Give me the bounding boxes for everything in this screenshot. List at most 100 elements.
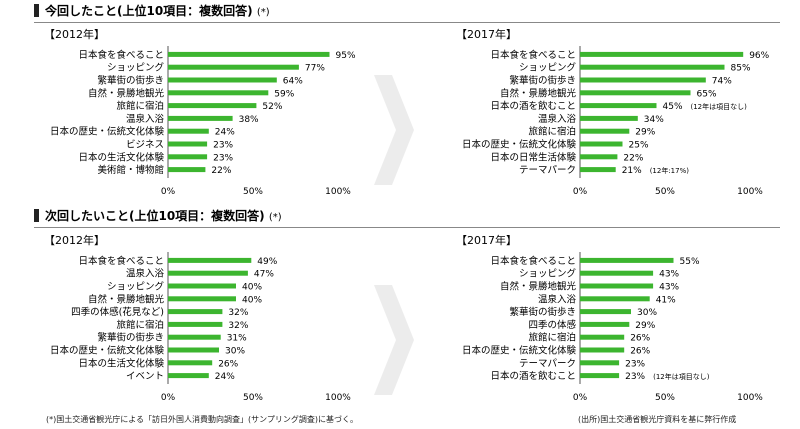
chart-year-label: 【2012年】 [44, 28, 105, 41]
x-tick-label: 100% [737, 187, 763, 197]
category-label: 日本の酒を飲むこと [490, 370, 576, 382]
category-label: ショッピング [519, 268, 577, 280]
value-label: 30% [225, 347, 245, 357]
bar [168, 77, 277, 83]
chart-panel-done-2017: 【2017年】 日本食を食べること 96% ショッピング 85% 繁華街の街歩き 74% 自… [456, 26, 792, 197]
chart-panel-next-2017: 【2017年】 日本食を食べること 55% ショッピング 43% 自然・景勝地観光 43%… [456, 232, 792, 403]
bar [168, 90, 269, 96]
value-label: 95% [336, 51, 356, 61]
chart-year-label: 【2012年】 [44, 234, 105, 247]
category-label: 日本の歴史・伝統文化体験 [50, 345, 165, 357]
bar [580, 373, 620, 379]
bar-chart: 日本食を食べること 49% 温泉入浴 47% ショッピング 40% 自然・景勝地観光 40% 四… [50, 252, 351, 403]
value-label: 24% [215, 372, 235, 382]
category-label: 日本食を食べること [490, 255, 576, 267]
bar [580, 51, 744, 57]
x-tick-label: 100% [325, 393, 351, 403]
bar-chart: 日本食を食べること 96% ショッピング 85% 繁華街の街歩き 74% 自然・景勝地観光 6… [462, 46, 770, 197]
value-label: 23% [625, 359, 645, 369]
section-marker [34, 209, 39, 222]
category-label: 日本の日常生活体験 [490, 151, 576, 163]
chart-panel-done-2012: 【2012年】 日本食を食べること 95% ショッピング 77% 繁華街の街歩き 64% 自… [44, 26, 380, 197]
value-label: 26% [630, 334, 650, 344]
bar [168, 257, 252, 263]
x-tick-label: 100% [737, 393, 763, 403]
bar [580, 257, 674, 263]
value-label: 29% [635, 321, 655, 331]
value-label: 31% [227, 334, 247, 344]
x-tick-label: 50% [243, 393, 263, 403]
chart-year-label: 【2017年】 [456, 234, 517, 247]
bar [168, 321, 223, 327]
bar [580, 270, 654, 276]
value-label: 65% [697, 89, 717, 99]
value-label: 34% [644, 115, 664, 125]
value-label: 55% [680, 257, 700, 267]
value-label: 26% [630, 347, 650, 357]
category-label: 日本食を食べること [490, 49, 576, 61]
value-label: 74% [712, 77, 732, 87]
value-label: 59% [274, 89, 294, 99]
value-label: 23% [625, 372, 645, 382]
value-label: 29% [635, 128, 655, 138]
bar [168, 360, 213, 366]
bar [168, 347, 219, 353]
value-label: 21% [622, 166, 642, 176]
bar [580, 64, 725, 70]
category-label: 繁華街の街歩き [509, 75, 576, 87]
section-marker [34, 4, 39, 17]
category-label: 日本の歴史・伝統文化体験 [462, 139, 577, 151]
bar [580, 141, 623, 147]
bar [168, 296, 236, 302]
bar [580, 90, 691, 96]
x-tick-label: 50% [655, 187, 675, 197]
category-label: 日本の歴史・伝統文化体験 [462, 345, 577, 357]
category-label: 日本の歴史・伝統文化体験 [50, 126, 165, 138]
bar [580, 154, 618, 160]
bar [580, 77, 706, 83]
footnote-source: (出所)国土交通省観光庁資料を基に弊行作成 [578, 415, 737, 424]
category-label: 四季の体感(花見など) [71, 306, 164, 318]
chevron-right-icon [374, 285, 414, 395]
x-tick-label: 0% [573, 393, 588, 403]
category-label: 四季の体感 [528, 319, 576, 331]
category-label: 日本食を食べること [78, 49, 164, 61]
bar [580, 115, 638, 121]
bar [168, 103, 257, 109]
value-label: 43% [659, 270, 679, 280]
category-label: 自然・景勝地観光 [500, 281, 577, 293]
value-label: 23% [213, 153, 233, 163]
value-label: 22% [211, 166, 231, 176]
value-label: 40% [242, 295, 262, 305]
value-label: 49% [257, 257, 277, 267]
value-label: 47% [254, 270, 274, 280]
value-label: 26% [218, 359, 238, 369]
section-title-next: 次回したいこと(上位10項目：複数回答) (*) [34, 207, 780, 228]
bar [168, 141, 208, 147]
category-label: イベント [126, 371, 164, 382]
category-label: 温泉入浴 [126, 113, 165, 125]
value-label: 30% [637, 308, 657, 318]
bar [580, 334, 625, 340]
value-label: 41% [656, 295, 676, 305]
value-label: 77% [305, 64, 325, 74]
category-label: 繁華街の街歩き [97, 75, 164, 87]
category-label: 自然・景勝地観光 [88, 293, 165, 305]
bar [580, 347, 625, 353]
category-label: 自然・景勝地観光 [500, 87, 577, 99]
value-label: 25% [629, 141, 649, 151]
value-label: 43% [659, 283, 679, 293]
bar [168, 154, 208, 160]
bar [580, 296, 650, 302]
bar [168, 115, 233, 121]
category-label: 自然・景勝地観光 [88, 87, 165, 99]
bar [168, 128, 209, 134]
category-label: 温泉入浴 [126, 268, 165, 280]
category-label: 日本の酒を飲むこと [490, 100, 576, 112]
value-label: 85% [731, 64, 751, 74]
x-tick-label: 0% [161, 187, 176, 197]
chevron-right-icon [374, 75, 414, 185]
bar [580, 103, 657, 109]
category-label: 日本食を食べること [78, 255, 164, 267]
value-label: 38% [239, 115, 259, 125]
